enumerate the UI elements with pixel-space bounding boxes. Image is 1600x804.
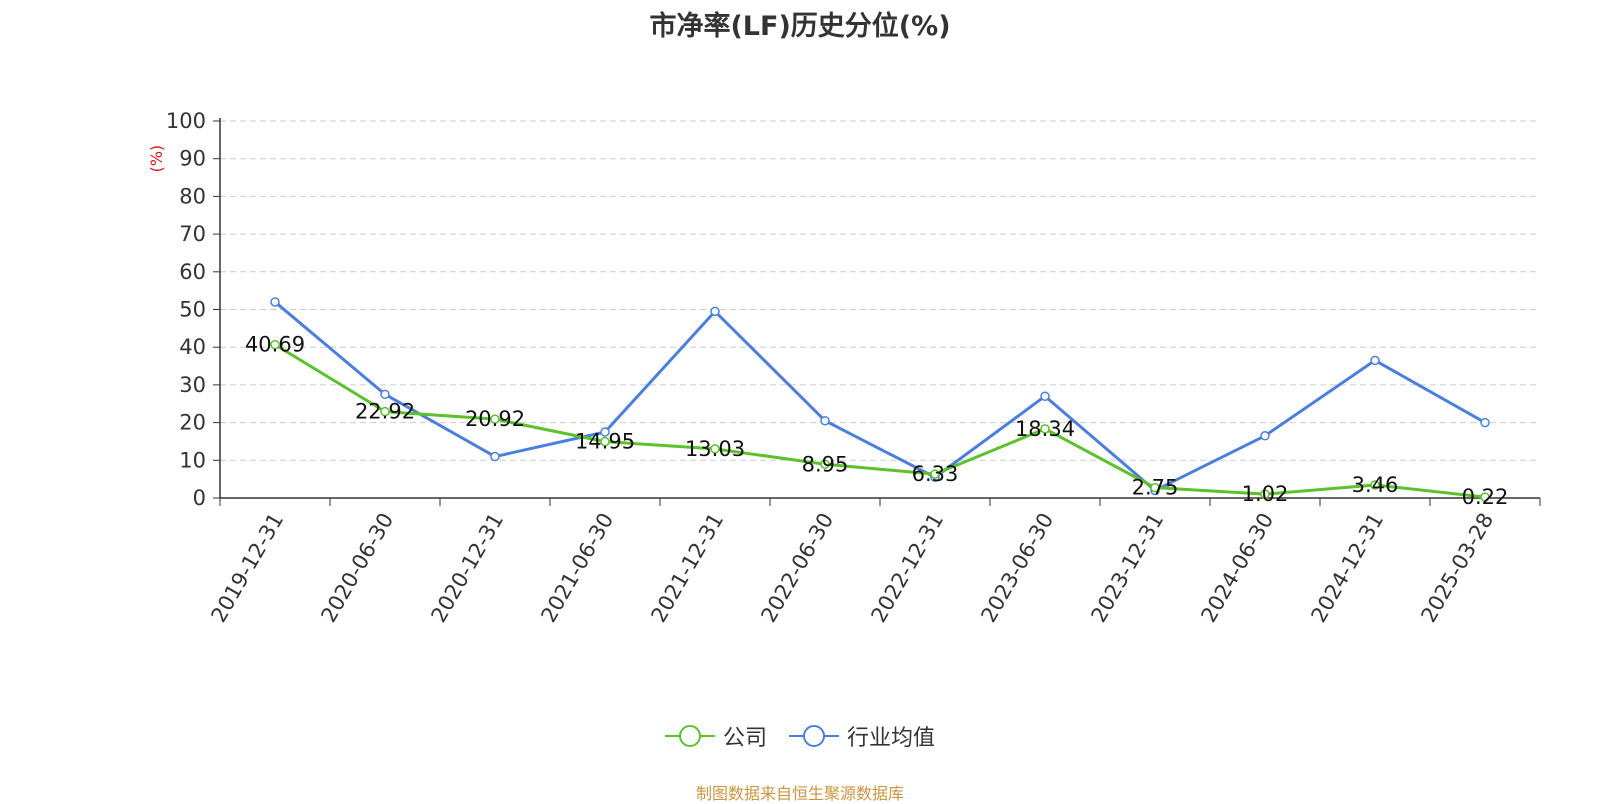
x-tick-label: 2020-06-30 (316, 509, 398, 627)
y-tick-label: 60 (179, 260, 206, 284)
data-point-industry (820, 415, 830, 426)
data-point-company (1480, 492, 1490, 502)
data-point-industry (600, 427, 610, 437)
y-tick-label: 30 (179, 373, 206, 397)
legend-marker-company-icon (664, 725, 715, 747)
x-tick-label: 2025-03-28 (1416, 509, 1498, 627)
x-tick-label: 2021-06-30 (536, 509, 618, 627)
data-point-industry (1480, 417, 1490, 428)
data-point-company (710, 444, 720, 454)
y-tick-label: 10 (179, 448, 206, 472)
x-tick-label: 2023-06-30 (976, 509, 1058, 627)
data-label: 22.92 (355, 400, 415, 424)
legend-item-industry[interactable]: 行业均值 (789, 720, 935, 752)
series-line-company (274, 343, 1486, 499)
y-tick-label: 50 (179, 298, 206, 322)
x-tick-label: 2022-06-30 (756, 509, 838, 627)
y-tick-label: 100 (166, 109, 206, 133)
x-tick-label: 2021-12-31 (646, 509, 728, 627)
data-label: 14.95 (575, 430, 635, 454)
x-tick-label: 2022-12-31 (866, 509, 948, 627)
data-point-industry (270, 297, 280, 307)
y-tick-label: 40 (179, 335, 206, 359)
y-tick-label: 20 (179, 411, 206, 435)
y-tick-label: 0 (193, 486, 206, 510)
legend: 公司 行业均值 (0, 720, 1600, 752)
data-point-company (1040, 424, 1050, 434)
data-point-company (930, 469, 940, 479)
source-note: 制图数据来自恒生聚源数据库 (695, 784, 904, 803)
data-point-company (820, 459, 830, 470)
x-tick-label: 2023-12-31 (1086, 509, 1168, 627)
x-tick-label: 2020-12-31 (426, 509, 508, 627)
data-label: 18.34 (1015, 417, 1075, 441)
data-point-company (270, 339, 280, 350)
y-axis-unit-label: (%) (147, 145, 166, 173)
data-point-industry (1260, 431, 1270, 441)
data-point-company (1260, 489, 1270, 499)
y-tick-label: 90 (179, 147, 206, 171)
x-tick-label: 2019-12-31 (206, 509, 288, 627)
data-point-industry (1040, 391, 1050, 401)
x-tick-label: 2024-12-31 (1306, 509, 1388, 627)
series-line-industry (274, 300, 1486, 492)
data-label: 6.33 (912, 462, 959, 486)
legend-label-industry: 行业均值 (847, 726, 936, 751)
y-tick-label: 70 (179, 222, 206, 246)
legend-marker-industry-icon (789, 725, 839, 747)
data-label: 40.69 (245, 333, 305, 357)
data-point-company (1150, 482, 1160, 493)
chart-title: 市净率(LF)历史分位(%) (649, 11, 951, 42)
legend-item-company[interactable]: 公司 (664, 720, 767, 752)
data-label: 0.22 (1462, 485, 1509, 509)
data-label: 1.02 (1242, 482, 1289, 506)
data-point-company (600, 436, 610, 447)
x-tick-label: 2024-06-30 (1196, 509, 1278, 627)
data-point-industry (710, 306, 720, 317)
data-label: 3.46 (1352, 473, 1399, 497)
data-point-industry (380, 389, 390, 400)
legend-label-company: 公司 (722, 726, 767, 751)
data-label: 2.75 (1132, 476, 1179, 500)
data-point-industry (490, 451, 500, 462)
data-label: 13.03 (685, 437, 745, 461)
data-label: 20.92 (465, 407, 525, 431)
data-point-industry (1370, 355, 1380, 366)
data-point-company (380, 406, 390, 417)
data-point-company (490, 414, 500, 424)
data-point-company (1370, 480, 1380, 490)
data-label: 8.95 (802, 452, 849, 476)
y-tick-label: 80 (179, 184, 206, 208)
